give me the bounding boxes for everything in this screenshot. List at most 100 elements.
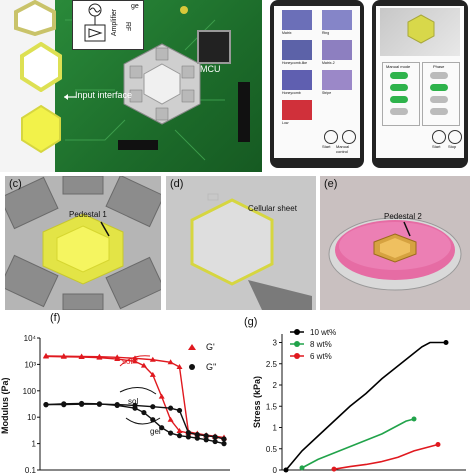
panel-d-letter: (d) [170,178,184,190]
panel-f-point [168,430,174,436]
panel-f-point [176,433,183,439]
phone-1-manual-button[interactable] [342,130,356,144]
phone-1-manual-label: Manual control [336,144,350,154]
phone-1-start-button[interactable] [324,130,338,144]
panel-c-electrodes [5,176,161,310]
panel-f-arrow [119,355,151,367]
panel-d-sheet [190,193,312,310]
panel-f-point [194,431,200,438]
panel-g-ylabel: Stress (kPa) [252,376,262,428]
phone-1-tile-label: Honeycomb-like [282,61,308,65]
panel-g-chart: 3 2.5 2 1.5 1 0.5 0 Stress (kPa) 10 wt% 8 wt% 6 wt… [252,328,466,474]
cellular-sheet-label: Cellular sheet [248,204,297,213]
led-top [180,6,188,14]
panel-f-point [212,438,218,445]
panel-g-y-tick-label: 2 [273,381,278,390]
panel-e-letter: (e) [324,178,338,190]
panel-f-point [96,353,103,359]
phone-2-toggle[interactable] [430,72,448,79]
phone-2-start-label: Start [432,144,441,149]
panel-g-y-tick-label: 1 [273,424,278,433]
pedestal-2-label: Pedestal 2 [384,212,422,221]
phone-2-toggle[interactable] [430,84,448,91]
rf-label: RF [124,21,132,32]
panel-f-arrow [119,387,157,395]
panel-g-series-line [333,443,439,470]
phone-2-stop-button[interactable] [448,130,462,144]
panel-f-point [43,402,49,408]
amplifier-label: Amplifier [111,8,119,37]
phone-2-toggle[interactable] [430,96,448,103]
panel-g-legend-label: 10 wt% [310,328,336,337]
phone-2-toggle[interactable] [390,84,408,91]
panel-g-legend-label: 6 wt% [310,352,332,361]
panel-f-point [167,359,174,365]
phone-2: Manual mode Phase Start Stop [372,0,468,168]
phone-2-col1-title: Manual mode [386,64,411,69]
phone-1-tile[interactable]: Honeycomb-like [282,40,312,65]
panel-f-point [132,402,138,408]
phone-2-toggle[interactable] [390,108,408,115]
phone-2-toggle[interactable] [430,108,448,115]
panel-f-y-tick-label: 0.1 [25,466,37,474]
phone-2-hex [407,14,435,44]
phone-1-tile[interactable]: Stripe [322,70,352,95]
panel-f-point [158,393,165,399]
phone-2-toggle[interactable] [390,72,408,79]
connector-right [238,82,250,142]
input-interface-label: Input interface [75,90,133,100]
hex-pad-1 [14,0,56,36]
panel-f-point [132,358,138,364]
panel-g-point [331,466,337,472]
panel-f-point [96,401,102,407]
panel-f-point [149,371,156,377]
panel-g-point [435,442,441,447]
panel-f-point [79,401,85,407]
panel-g-point [411,416,417,422]
panel-f-letter: (f) [50,312,61,324]
phone-2-start-button[interactable] [432,130,446,144]
phone-1-tile-label: Matrix [282,31,292,35]
phone-1: Matrix Ring Honeycomb-like Matrix-2 Honeycom… [270,0,364,168]
panel-f-chart: 10⁴ 10³ 100 10 1 0.1 Modulus (Pa) G' G'' sol sol ge… [0,334,230,474]
panel-f-point [176,407,183,414]
phone-1-tile-label: Matrix-2 [322,61,335,65]
panel-f-annotation: sol [122,357,132,366]
phone-2-col2-title: Phase [433,64,445,69]
phone-1-tile[interactable]: Honeycomb [282,70,312,95]
panel-f-y-tick-label: 10⁴ [24,334,37,343]
panel-f-y-tick-label: 10 [27,413,36,422]
panel-f-annotation: sol [128,397,138,406]
block-diagram-symbols [84,3,106,42]
panel-f-y-tick-label: 10³ [24,360,36,369]
panel-f-point [194,435,200,441]
panel-g-point [283,467,289,473]
panel-e-dish [328,217,462,291]
hex-pad-3 [21,104,61,154]
panel-f-legend-marker [188,344,196,350]
panel-g-point [299,465,305,471]
phone-1-tile[interactable]: Ring [322,10,352,35]
panel-f-annotation: gel [150,427,161,436]
phone-2-toggle[interactable] [390,96,408,103]
panel-g-legend-label: 8 wt% [310,340,332,349]
panel-g-y-tick-label: 1.5 [266,402,278,411]
panel-f-point [203,433,209,439]
panel-f-point [221,441,227,447]
phone-1-start-label: Start [322,144,331,149]
panel-f-ylabel: Modulus (Pa) [0,378,10,435]
panel-f-point [61,402,67,408]
panel-f-point [132,355,138,361]
phone-1-tile-label: Low [282,121,289,125]
panel-f-point [212,434,218,440]
panel-f-point [221,436,227,442]
panel-g-legend-marker [294,329,300,335]
phone-1-tile[interactable]: Matrix-2 [322,40,352,65]
panel-a-photo: MCU RF Amplifier ge Input interface [0,0,262,172]
panel-g-series-line [301,418,415,469]
panel-g-y-tick-label: 2.5 [266,360,278,369]
panel-f-point [43,352,49,358]
phone-1-tile[interactable]: Matrix [282,10,312,35]
panel-g-letter: (g) [244,316,258,328]
phone-1-tile[interactable]: Low [282,100,312,125]
